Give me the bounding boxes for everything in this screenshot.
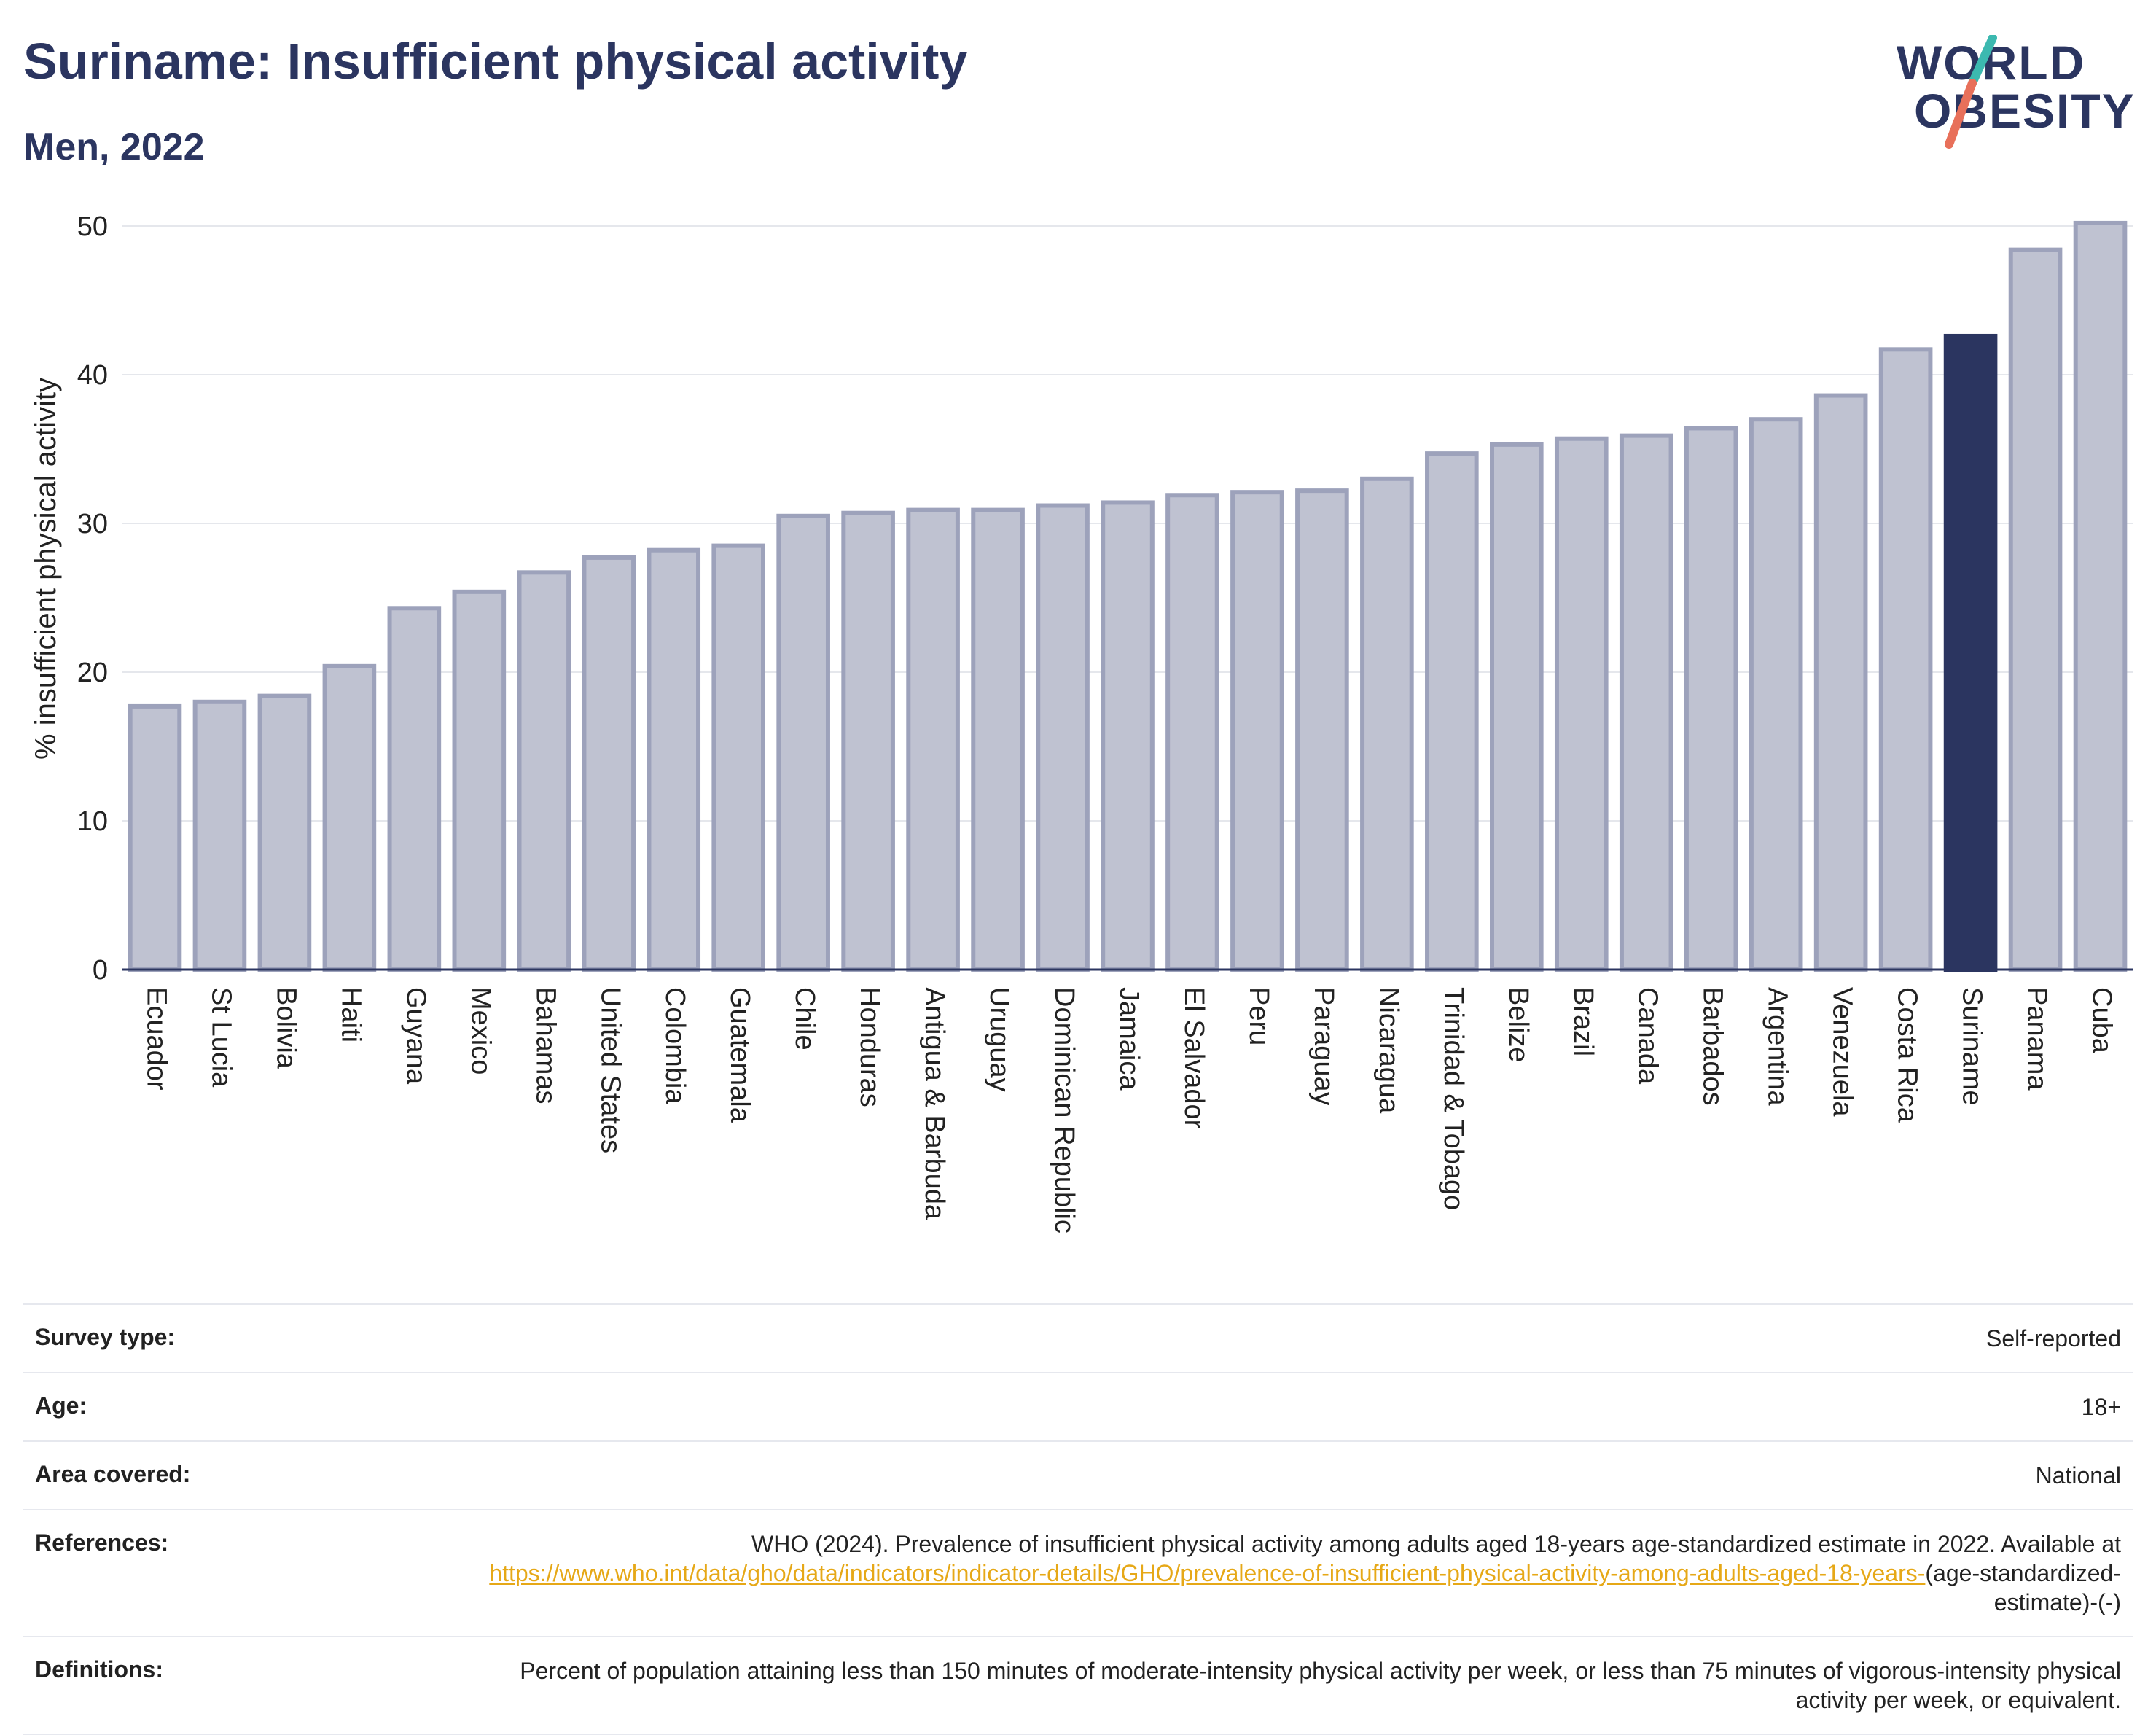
meta-row-references: References: WHO (2024). Prevalence of in…: [23, 1509, 2133, 1636]
bar: [711, 543, 766, 972]
bar: [2073, 220, 2128, 972]
x-tick-label: Canada: [1633, 987, 1663, 1085]
x-tick-label: Honduras: [854, 987, 885, 1107]
x-tick-label: Antigua & Barbuda: [919, 987, 950, 1220]
x-tick-label: Belize: [1503, 987, 1534, 1063]
bar: [322, 663, 377, 972]
x-tick-label: Brazil: [1568, 987, 1598, 1056]
bar: [1165, 493, 1219, 972]
bar: [1684, 426, 1738, 972]
bar: [1619, 433, 1673, 972]
bar: [2008, 247, 2063, 972]
references-link[interactable]: https://www.who.int/data/gho/data/indica…: [489, 1560, 1926, 1586]
x-tick-label: United States: [595, 987, 625, 1153]
y-tick-label: 40: [77, 360, 108, 391]
chart-title: Suriname: Insufficient physical activity: [23, 33, 968, 90]
bar: [192, 699, 247, 972]
x-tick-label: Jamaica: [1114, 987, 1144, 1091]
meta-row-age: Age: 18+: [23, 1372, 2133, 1440]
y-tick-label: 20: [77, 658, 108, 688]
references-label: References:: [35, 1529, 169, 1556]
x-tick-label: El Salvador: [1179, 987, 1209, 1129]
chart-subtitle: Men, 2022: [23, 126, 205, 168]
age-value: 18+: [2081, 1394, 2121, 1420]
references-value: WHO (2024). Prevalence of insufficient p…: [445, 1529, 2121, 1617]
x-tick-label: Peru: [1243, 987, 1274, 1045]
x-tick-label: Bolivia: [270, 987, 301, 1069]
bar: [906, 507, 960, 972]
references-text: WHO (2024). Prevalence of insufficient p…: [751, 1531, 2121, 1557]
x-tick-label: Trinidad & Tobago: [1438, 987, 1469, 1210]
metadata-table: Survey type: Self-reported Age: 18+ Area…: [23, 1303, 2133, 1735]
bar: [647, 547, 701, 972]
bar-highlighted: [1943, 333, 1998, 972]
axis-layer: 0 10 20 30 40 50 Ecuador St Lucia Bolivia Haiti Gu…: [77, 211, 2133, 1233]
bar: [1360, 476, 1414, 972]
bar: [1036, 503, 1090, 972]
bar: [387, 606, 442, 972]
survey-type-label: Survey type:: [35, 1324, 176, 1350]
bar: [1878, 347, 1933, 972]
y-tick-label: 10: [77, 806, 108, 837]
x-tick-label: Guatemala: [724, 987, 755, 1123]
meta-row-definitions: Definitions: Percent of population attai…: [23, 1636, 2133, 1735]
x-tick-label: Panama: [2022, 987, 2053, 1091]
x-tick-label: Dominican Republic: [1049, 987, 1079, 1233]
bar: [1425, 451, 1479, 972]
meta-row-area: Area covered: National: [23, 1440, 2133, 1509]
definitions-value: Percent of population attaining less tha…: [520, 1658, 2121, 1713]
x-tick-label: Venezuela: [1827, 987, 1858, 1117]
logo-slash-icon: [1945, 35, 1997, 149]
bar: [841, 510, 895, 972]
bar-chart: 0 10 20 30 40 50 Ecuador St Lucia Bolivia Haiti Gu…: [30, 211, 2133, 1233]
x-tick-label: Ecuador: [141, 987, 171, 1091]
bar: [517, 570, 571, 972]
bar: [128, 703, 182, 972]
x-tick-label: Mexico: [465, 987, 496, 1075]
x-tick-label: Chile: [789, 987, 820, 1050]
x-tick-label: Paraguay: [1308, 987, 1339, 1106]
world-obesity-logo: WORLD OBESITY: [1897, 35, 2137, 159]
x-tick-label: Haiti: [335, 987, 366, 1042]
bar: [1489, 442, 1544, 972]
area-covered-value: National: [2035, 1462, 2121, 1489]
age-label: Age:: [35, 1392, 87, 1419]
x-tick-label: Cuba: [2087, 987, 2117, 1054]
y-tick-label: 50: [77, 211, 108, 242]
bar: [1295, 488, 1349, 972]
y-tick-label: 30: [77, 509, 108, 539]
x-tick-label: Bahamas: [530, 987, 561, 1104]
references-tail: (age-standardized-estimate)-(-): [1925, 1560, 2121, 1615]
area-covered-label: Area covered:: [35, 1461, 191, 1487]
meta-row-survey: Survey type: Self-reported: [23, 1303, 2133, 1372]
y-tick-label: 0: [93, 955, 108, 986]
bar: [452, 589, 507, 972]
bar: [1749, 417, 1803, 972]
x-tick-label: Argentina: [1762, 987, 1793, 1107]
bar: [1813, 393, 1868, 972]
x-tick-label: Colombia: [660, 987, 690, 1104]
bar: [1101, 500, 1155, 972]
bar: [1230, 490, 1284, 972]
x-tick-label: Uruguay: [984, 987, 1015, 1092]
y-axis-label: % insufficient physical activity: [30, 378, 62, 760]
bars-layer: [128, 220, 2128, 972]
definitions-label: Definitions:: [35, 1656, 163, 1683]
bar: [1554, 436, 1609, 972]
x-tick-label: Guyana: [400, 987, 431, 1085]
x-tick-label: Suriname: [1957, 987, 1988, 1106]
survey-type-value: Self-reported: [1986, 1325, 2121, 1352]
bar: [257, 693, 312, 972]
bar: [582, 555, 636, 972]
x-tick-label: Barbados: [1698, 987, 1728, 1106]
x-tick-label: St Lucia: [206, 987, 236, 1088]
bar: [971, 507, 1025, 972]
x-tick-label: Nicaragua: [1373, 987, 1404, 1114]
x-tick-label: Costa Rica: [1892, 987, 1923, 1123]
bar: [776, 513, 830, 972]
